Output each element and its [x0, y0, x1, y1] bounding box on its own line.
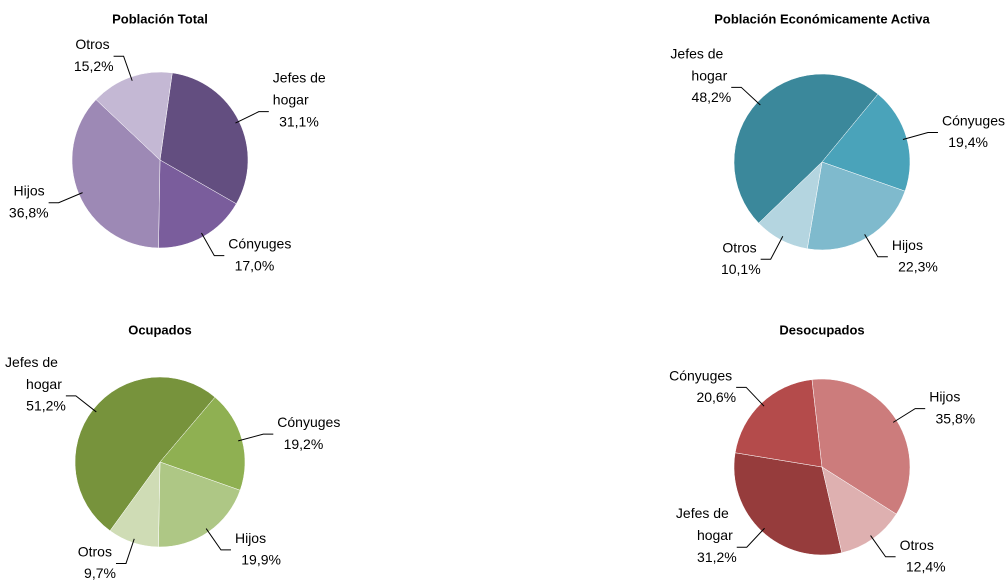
slice-label: Otros: [722, 239, 756, 255]
value-label: 20,6%: [696, 389, 736, 405]
slice-label: Jefes de hogar: [670, 45, 727, 83]
value-label: 48,2%: [692, 89, 732, 105]
pie-slice: [734, 379, 823, 468]
slice-label: Hijos: [235, 530, 266, 546]
value-label: 22,3%: [898, 258, 938, 274]
chart-title: Población Económicamente Activa: [714, 11, 930, 26]
chart-title: Población Total: [112, 11, 208, 26]
value-label: 12,4%: [906, 558, 946, 574]
slice-label: Hijos: [892, 236, 923, 252]
leader-line: [65, 395, 97, 413]
pie-chart: Población Económicamente Activa Jefes de …: [670, 11, 1005, 277]
leader-line: [48, 192, 83, 204]
leader-line: [736, 527, 765, 548]
leader-line: [238, 433, 274, 442]
slice-label: Hijos: [929, 388, 960, 404]
value-label: 19,9%: [241, 552, 281, 568]
leader-line: [201, 232, 225, 257]
slice-label: Cónyuges: [228, 235, 291, 251]
slice-label: Jefes de hogar: [676, 505, 733, 543]
slice-label: Cónyuges: [942, 112, 1005, 128]
pie-chart: Desocupados Jefes de hogar 31,2% Cónyuges 20…: [669, 322, 975, 574]
slice-label: Cónyuges: [669, 367, 732, 383]
leader-line: [736, 386, 765, 407]
leader-line: [113, 55, 133, 81]
slice-label: Otros: [900, 536, 934, 552]
slice-label: Otros: [78, 543, 112, 559]
leader-line: [205, 528, 231, 551]
value-label: 15,2%: [74, 58, 114, 74]
leader-line: [760, 236, 784, 260]
leader-line: [115, 538, 135, 564]
leader-line: [892, 408, 926, 423]
slice-label: Otros: [75, 36, 109, 52]
slice-label: Hijos: [13, 182, 44, 198]
value-label: 35,8%: [936, 410, 976, 426]
value-label: 19,2%: [284, 436, 324, 452]
slice-label: Jefes de hogar: [5, 354, 62, 392]
leader-line: [731, 86, 761, 106]
leader-line: [902, 131, 938, 140]
value-label: 51,2%: [26, 398, 66, 414]
slice-label: Cónyuges: [277, 414, 340, 430]
value-label: 10,1%: [721, 261, 761, 277]
chart-title: Desocupados: [779, 322, 864, 337]
slice-label: Jefes de hogar: [273, 69, 330, 107]
value-label: 31,1%: [279, 113, 319, 129]
leader-line: [864, 234, 888, 258]
value-label: 19,4%: [948, 134, 988, 150]
leader-line: [870, 535, 896, 558]
value-label: 31,2%: [697, 549, 737, 565]
pie-chart: Ocupados Jefes de hogar 51,2% Cónyuges 19,2%…: [5, 322, 340, 581]
value-label: 36,8%: [9, 204, 49, 220]
value-label: 9,7%: [84, 565, 116, 581]
chart-title: Ocupados: [128, 322, 192, 337]
pie-chart: Población Total Jefes de hogar 31,1% Cónyug…: [9, 11, 330, 273]
leader-line: [235, 111, 269, 124]
value-label: 17,0%: [235, 257, 275, 273]
